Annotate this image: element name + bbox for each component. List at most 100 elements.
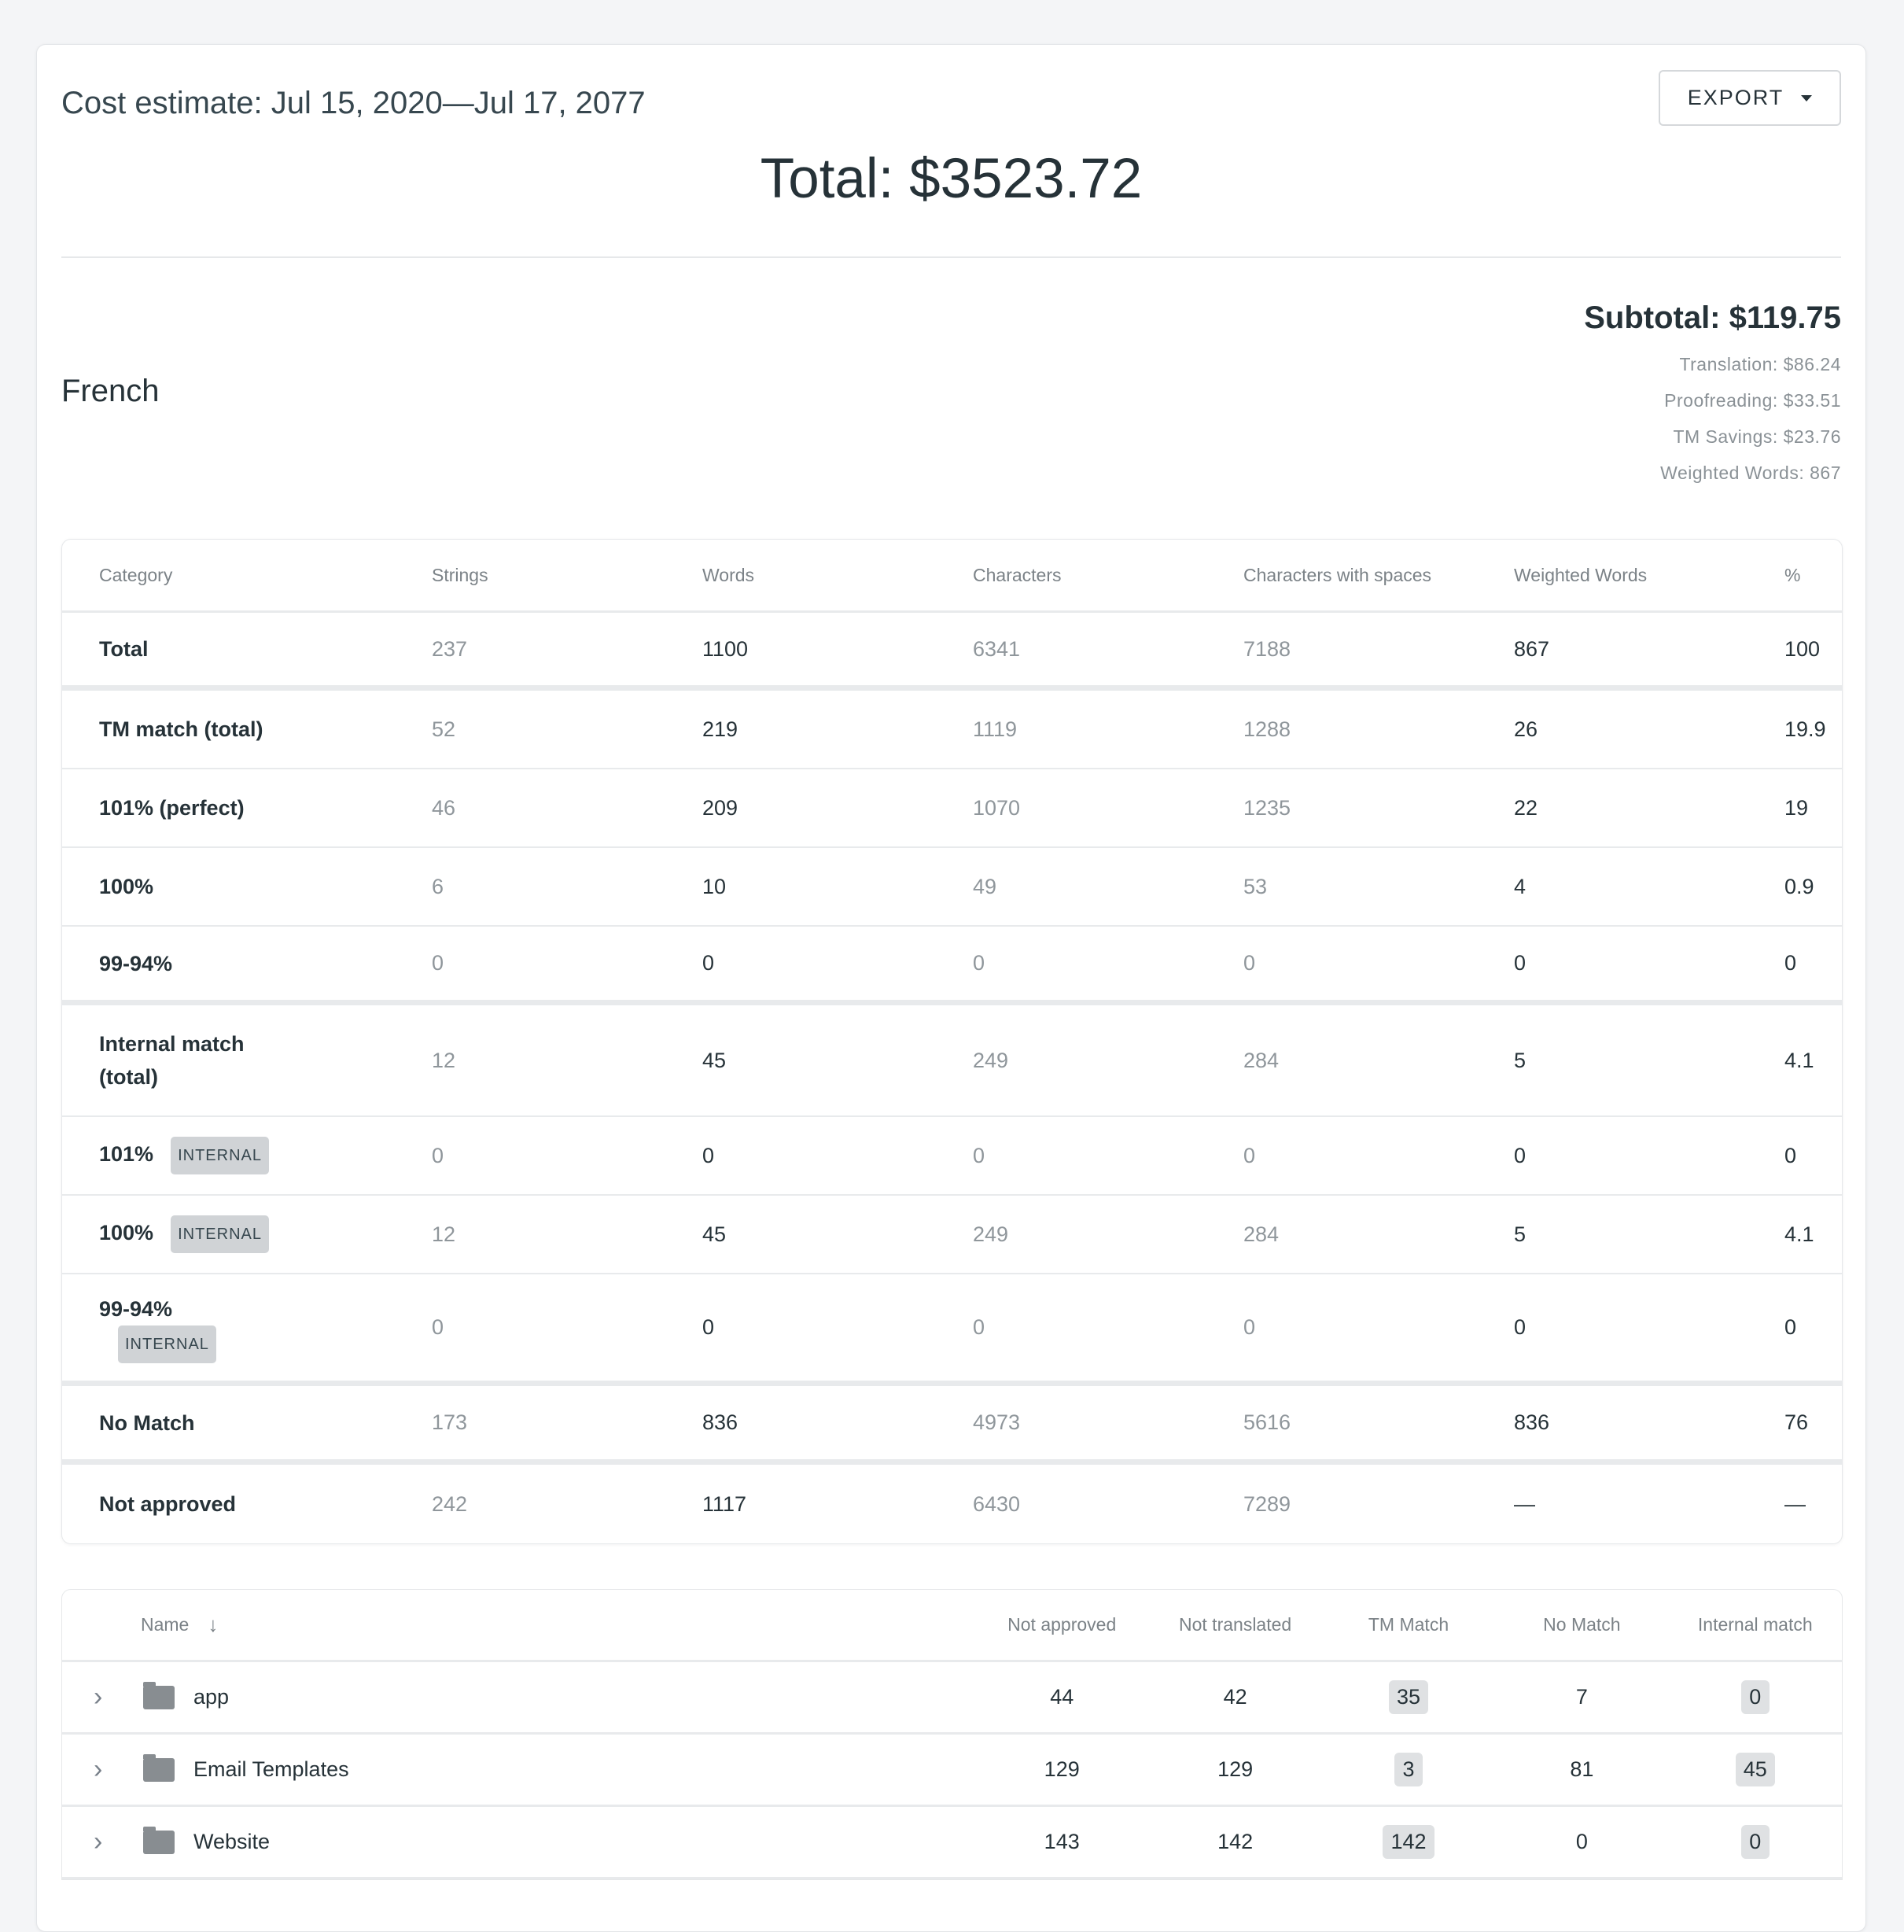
stat-value: 0: [1514, 1315, 1527, 1339]
stat-value: 0: [702, 1315, 715, 1339]
stat-value: 1119: [973, 717, 1018, 741]
file-value: 129: [975, 1757, 1148, 1782]
col-characters: Characters: [973, 564, 1062, 585]
stat-value: 0: [702, 951, 715, 975]
count: 81: [1570, 1757, 1594, 1781]
file-value: 45: [1669, 1753, 1842, 1786]
stat-value: 249: [973, 1048, 1009, 1072]
stat-value: 0: [973, 951, 985, 975]
stats-row: Internal match (total) 12 45 249 284 5 4.1: [62, 1005, 1842, 1117]
stat-value: 0: [1784, 951, 1797, 975]
file-name[interactable]: Email Templates: [193, 1757, 349, 1781]
stat-value: 4: [1514, 874, 1527, 898]
sort-arrow-down-icon[interactable]: ↓: [208, 1613, 219, 1636]
col-tm-match: TM Match: [1368, 1614, 1449, 1635]
file-value: 142: [1322, 1825, 1495, 1859]
stat-value: 5616: [1243, 1410, 1291, 1434]
translation-cost: Translation: $86.24: [1679, 354, 1841, 374]
file-row[interactable]: › Website 143 142 142 0 0: [62, 1807, 1842, 1879]
count-pill: 0: [1740, 1680, 1770, 1714]
stat-value: 0: [432, 951, 444, 975]
stat-value: 0.9: [1784, 874, 1814, 898]
col-percent: %: [1784, 564, 1801, 585]
stat-value: 1117: [702, 1491, 747, 1516]
stat-value: 0: [1784, 1143, 1797, 1167]
category-label: Internal match (total): [99, 1032, 245, 1089]
col-name[interactable]: Name ↓: [62, 1613, 975, 1637]
stat-value: 4.1: [1784, 1222, 1814, 1246]
weighted-words: Weighted Words: 867: [1660, 463, 1841, 483]
stat-value: 6: [432, 874, 444, 898]
category-label: 100%: [99, 875, 154, 898]
stat-value: 1235: [1243, 795, 1291, 820]
folder-icon: [143, 1753, 175, 1782]
stat-value: 5: [1514, 1048, 1527, 1072]
tm-savings: TM Savings: $23.76: [1673, 426, 1841, 447]
stat-value: 45: [702, 1048, 727, 1072]
category-label: 100%: [99, 1221, 154, 1245]
file-value: 129: [1148, 1757, 1321, 1782]
row-category: Total: [62, 632, 432, 666]
row-category: 99-94%: [62, 947, 432, 980]
chevron-right-icon[interactable]: ›: [94, 1827, 103, 1856]
file-row[interactable]: › Email Templates 129 129 3 81 45: [62, 1735, 1842, 1807]
stat-value: 0: [432, 1315, 444, 1339]
category-label: 99-94%: [99, 1296, 173, 1321]
stat-value: 26: [1514, 717, 1538, 741]
stat-value: 242: [432, 1491, 468, 1516]
stat-value: 249: [973, 1222, 1009, 1246]
chevron-right-icon[interactable]: ›: [94, 1754, 103, 1784]
file-row[interactable]: › app 44 42 35 7 0: [62, 1662, 1842, 1735]
count-pill: 3: [1394, 1753, 1423, 1786]
chevron-right-icon[interactable]: ›: [94, 1682, 103, 1712]
stats-row: No Match 173 836 4973 5616 836 76: [62, 1386, 1842, 1465]
category-label: No Match: [99, 1410, 195, 1435]
export-button[interactable]: EXPORT: [1659, 70, 1841, 126]
stat-value: 284: [1243, 1222, 1280, 1246]
divider: [61, 256, 1841, 258]
file-name[interactable]: app: [193, 1685, 230, 1709]
row-category: Not approved: [62, 1488, 432, 1521]
stat-value: 0: [973, 1143, 985, 1167]
stat-value: 6430: [973, 1491, 1021, 1516]
stat-value: 19: [1784, 795, 1809, 820]
count: 44: [1050, 1685, 1074, 1709]
file-value: 3: [1322, 1753, 1495, 1786]
stat-value: 0: [1514, 1143, 1527, 1167]
count: 129: [1044, 1757, 1080, 1781]
count: 7: [1575, 1685, 1588, 1709]
stat-value: 12: [432, 1222, 456, 1246]
language-name: French: [61, 374, 160, 408]
stat-value: 0: [1784, 1315, 1797, 1339]
stats-row: 100% INTERNAL 12 45 249 284 5 4.1: [62, 1196, 1842, 1274]
file-value: 142: [1148, 1830, 1321, 1854]
file-value: 7: [1495, 1685, 1668, 1709]
col-weighted-words: Weighted Words: [1514, 564, 1648, 585]
stat-value: 0: [1243, 1315, 1256, 1339]
count-pill: 142: [1383, 1825, 1434, 1859]
internal-badge: INTERNAL: [171, 1215, 269, 1253]
count: 42: [1223, 1685, 1247, 1709]
col-internal-match: Internal match: [1697, 1614, 1813, 1635]
stat-value: 12: [432, 1048, 456, 1072]
stat-value: 0: [432, 1143, 444, 1167]
count: 129: [1217, 1757, 1254, 1781]
folder-icon: [143, 1826, 175, 1854]
stat-value: 53: [1243, 874, 1268, 898]
count-pill: 35: [1388, 1680, 1429, 1714]
subtotal: Subtotal: $119.75: [1584, 300, 1841, 335]
stat-value: 867: [1514, 636, 1550, 661]
row-category: 99-94% INTERNAL: [62, 1292, 432, 1363]
file-value: 35: [1322, 1680, 1495, 1714]
stat-value: 0: [702, 1143, 715, 1167]
row-category: TM match (total): [62, 713, 432, 746]
stat-value: 19.9: [1784, 717, 1826, 741]
row-category: No Match: [62, 1407, 432, 1440]
caret-down-icon: [1801, 94, 1813, 101]
internal-badge: INTERNAL: [171, 1137, 269, 1174]
file-name[interactable]: Website: [193, 1830, 271, 1853]
file-value: 0: [1669, 1680, 1842, 1714]
stats-header: Category Strings Words Characters Charac…: [62, 540, 1842, 613]
row-category: Internal match (total): [62, 1027, 432, 1093]
folder-icon: [143, 1681, 175, 1709]
